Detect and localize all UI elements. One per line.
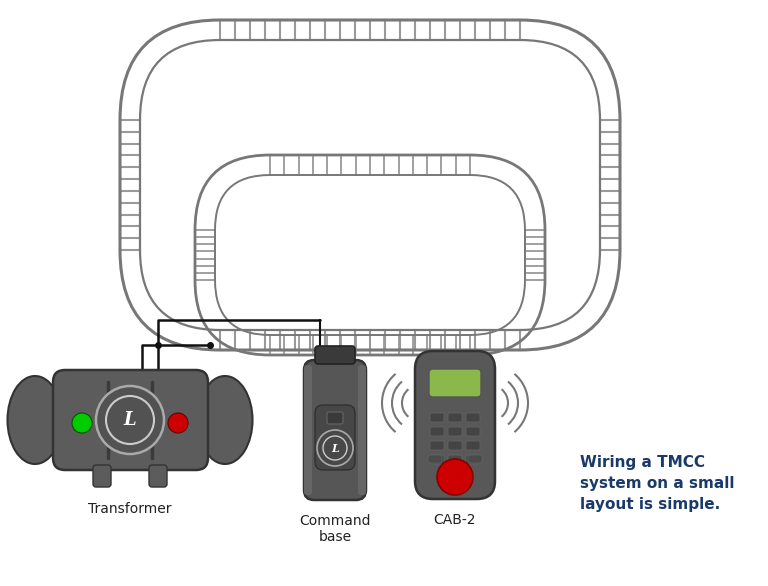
FancyBboxPatch shape [466, 455, 480, 464]
FancyBboxPatch shape [468, 455, 482, 463]
Ellipse shape [8, 376, 62, 464]
FancyBboxPatch shape [304, 360, 366, 500]
FancyBboxPatch shape [430, 455, 444, 464]
FancyBboxPatch shape [358, 365, 366, 495]
FancyBboxPatch shape [53, 370, 208, 470]
FancyBboxPatch shape [415, 351, 495, 499]
Text: L: L [331, 442, 339, 454]
FancyBboxPatch shape [430, 427, 444, 436]
Circle shape [168, 413, 188, 433]
FancyBboxPatch shape [428, 455, 442, 463]
FancyBboxPatch shape [448, 455, 462, 464]
FancyBboxPatch shape [304, 365, 312, 495]
FancyBboxPatch shape [430, 441, 444, 450]
FancyBboxPatch shape [149, 465, 167, 487]
FancyBboxPatch shape [448, 455, 462, 463]
FancyBboxPatch shape [448, 441, 462, 450]
FancyBboxPatch shape [315, 405, 355, 470]
Circle shape [96, 386, 164, 454]
Circle shape [72, 413, 92, 433]
FancyBboxPatch shape [430, 413, 444, 422]
Text: Command
base: Command base [300, 514, 371, 544]
FancyBboxPatch shape [448, 413, 462, 422]
FancyBboxPatch shape [429, 369, 481, 397]
FancyBboxPatch shape [315, 346, 355, 364]
Circle shape [317, 430, 353, 466]
FancyBboxPatch shape [466, 427, 480, 436]
FancyBboxPatch shape [466, 413, 480, 422]
FancyBboxPatch shape [327, 412, 343, 424]
FancyBboxPatch shape [448, 427, 462, 436]
Text: Wiring a TMCC
system on a small
layout is simple.: Wiring a TMCC system on a small layout i… [580, 455, 734, 512]
FancyBboxPatch shape [466, 441, 480, 450]
Text: Transformer: Transformer [88, 502, 172, 516]
FancyBboxPatch shape [93, 465, 111, 487]
Text: CAB-2: CAB-2 [434, 513, 476, 527]
Ellipse shape [197, 376, 253, 464]
Text: L: L [124, 411, 136, 429]
Circle shape [437, 459, 473, 495]
